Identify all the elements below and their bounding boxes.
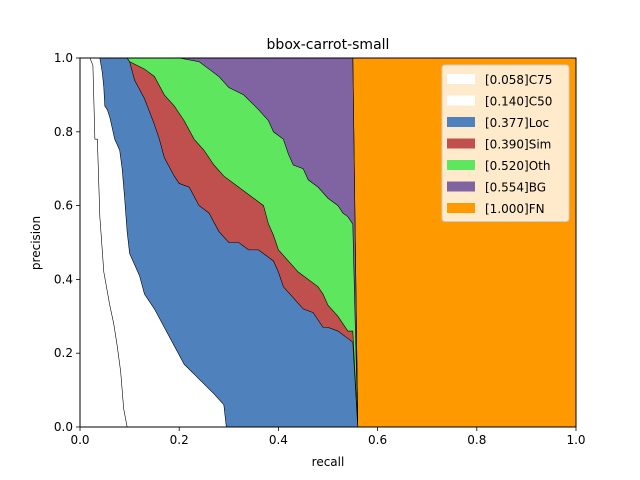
x-tick-label: 0.6 — [368, 433, 387, 447]
x-tick-label: 0.4 — [269, 433, 288, 447]
x-tick-label: 1.0 — [566, 433, 585, 447]
legend-swatch — [447, 138, 475, 149]
y-tick-label: 0.4 — [54, 272, 73, 286]
legend-entry: [0.058]C75 — [485, 73, 552, 87]
legend-entry: [1.000]FN — [485, 202, 545, 216]
y-tick-label: 1.0 — [54, 51, 73, 65]
legend-swatch — [447, 117, 475, 127]
x-axis-ticks: 0.0 0.2 0.4 0.6 0.8 1.0 — [70, 427, 586, 447]
legend-swatch — [447, 181, 475, 192]
legend-entry: [0.140]C50 — [485, 95, 552, 109]
x-tick-label: 0.0 — [70, 433, 89, 447]
plot-area — [79, 57, 577, 428]
x-tick-label: 0.8 — [467, 433, 486, 447]
legend-swatch — [447, 95, 475, 106]
legend: [0.058]C75 [0.140]C50 [0.377]Loc [0.390]Sim… — [441, 64, 570, 222]
legend-swatch — [447, 160, 475, 170]
legend-entry: [0.390]Sim — [485, 138, 551, 152]
legend-entry: [0.520]Oth — [485, 159, 550, 173]
legend-swatch — [447, 203, 475, 213]
legend-entry: [0.377]Loc — [485, 116, 549, 130]
legend-entry: [0.554]BG — [485, 181, 546, 195]
y-tick-label: 0.2 — [54, 346, 73, 360]
area-0-140-c50 — [79, 57, 227, 428]
area-0-058-c75 — [79, 57, 128, 428]
y-tick-label: 0.8 — [54, 125, 73, 139]
x-axis-label: recall — [312, 455, 345, 469]
y-axis-ticks: 0.0 0.2 0.4 0.6 0.8 1.0 — [54, 51, 80, 434]
y-tick-label: 0.0 — [54, 420, 73, 434]
y-tick-label: 0.6 — [54, 199, 73, 213]
plot-frame — [79, 57, 577, 428]
legend-swatch — [447, 74, 475, 84]
x-tick-label: 0.2 — [170, 433, 189, 447]
y-axis-label: precision — [29, 216, 43, 270]
chart-title: bbox-carrot-small — [267, 37, 390, 53]
